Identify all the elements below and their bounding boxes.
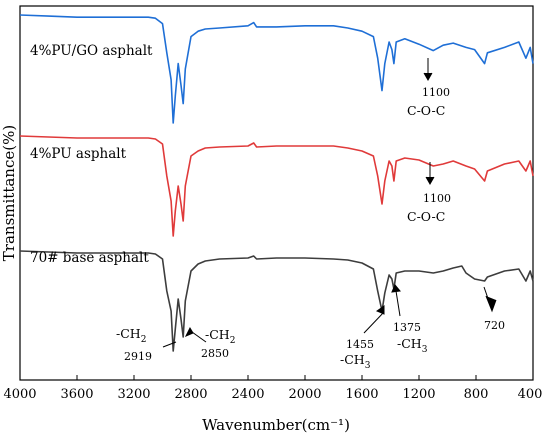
series-label-pu: 4%PU asphalt [30, 146, 127, 162]
x-tick-label-0: 4000 [3, 387, 36, 402]
plot-frame [19, 5, 534, 381]
arrow-base-1375 [395, 290, 401, 317]
annotation-group-base-1375: -CH3 [397, 336, 428, 355]
subscript-1375: 3 [422, 345, 428, 355]
subscript-2850: 2 [230, 336, 236, 346]
arrow-base-2919 [162, 341, 177, 348]
x-tick-label-3: 2800 [174, 387, 207, 402]
annotation-value-pu-1100: 1100 [423, 192, 451, 205]
x-tick-label-6: 1600 [345, 387, 378, 402]
x-tick-label-4: 2400 [231, 387, 264, 402]
annotation-value-base-2850: 2850 [201, 347, 229, 360]
annotation-value-pugo-1100: 1100 [422, 86, 450, 99]
series-label-pugo: 4%PU/GO asphalt [30, 43, 153, 59]
x-axis-ticks: 4000 3600 3200 2800 2400 2000 1600 1200 800 400 [3, 375, 542, 402]
series-line-0 [19, 14, 534, 124]
annotation-value-base-2919: 2919 [124, 350, 152, 363]
x-axis-title: Wavenumber(cm⁻¹) [202, 416, 350, 434]
arrow-base-720-head [485, 295, 497, 313]
annotation-group-base-2919: -CH2 [116, 326, 146, 345]
x-tick-label-2: 3200 [117, 387, 150, 402]
arrow-base-2850-head [184, 326, 194, 337]
arrow-pugo-1100-head [423, 72, 433, 82]
annotation-group-base-1455: -CH3 [340, 352, 371, 371]
arrow-pu-1100-head [425, 176, 435, 186]
arrow-base-1455-head [375, 305, 385, 315]
arrow-base-1375-head [391, 284, 401, 293]
x-tick-label-8: 800 [464, 387, 489, 402]
series-label-base: 70# base asphalt [30, 250, 149, 266]
annotation-value-base-720: 720 [484, 319, 505, 332]
arrow-base-1455 [363, 311, 385, 334]
subscript-2919: 2 [141, 335, 147, 345]
series-line-1 [19, 135, 534, 237]
annotation-value-base-1455: 1455 [346, 338, 374, 351]
series-line-2 [19, 250, 534, 352]
x-tick-label-7: 1200 [402, 387, 435, 402]
x-tick-label-1: 3600 [60, 387, 93, 402]
annotation-group-pugo-1100: C-O-C [407, 103, 445, 118]
x-tick-label-9: 400 [518, 387, 543, 402]
arrow-base-2850 [191, 331, 207, 343]
annotation-arrows [162, 58, 497, 348]
x-tick-label-5: 2000 [288, 387, 321, 402]
series-layer [19, 14, 534, 352]
annotation-value-base-1375: 1375 [393, 321, 421, 334]
subscript-1455: 3 [365, 361, 371, 371]
annotation-group-base-2850: -CH2 [205, 327, 235, 346]
annotation-group-pu-1100: C-O-C [407, 209, 445, 224]
y-axis-title: Transmittance(%) [0, 125, 18, 261]
